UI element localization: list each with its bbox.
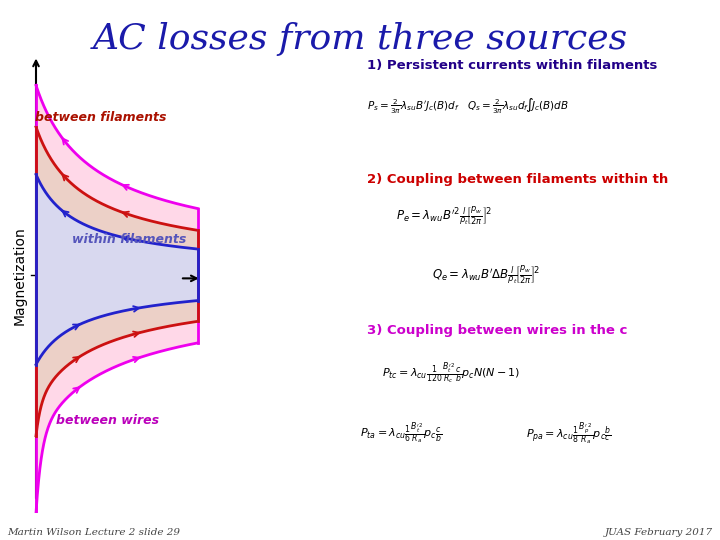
Text: $P_e=\lambda_{wu}B'^2\frac{l}{\rho_t}\!\left[\frac{p_w}{2\pi}\right]^{\!2}$: $P_e=\lambda_{wu}B'^2\frac{l}{\rho_t}\!\… [396,205,492,227]
Text: within filaments: within filaments [72,233,186,246]
Text: AC losses from three sources: AC losses from three sources [92,22,628,56]
Text: $P_{tc}=\lambda_{cu}\frac{1}{120}\frac{B_t'^2}{R_c}\frac{c}{b}p_c N(N-1)$: $P_{tc}=\lambda_{cu}\frac{1}{120}\frac{B… [382,362,520,386]
Text: between wires: between wires [56,414,160,427]
Text: Magnetization: Magnetization [13,226,27,325]
Text: $P_s=\frac{2}{3\pi}\lambda_{su}B'J_c(B)d_f$   $Q_s=\frac{2}{3\pi}\lambda_{su}d_f: $P_s=\frac{2}{3\pi}\lambda_{su}B'J_c(B)d… [367,97,569,116]
Text: $Q_e=\lambda_{wu}B'\Delta B\frac{l}{\rho_t}\!\left[\frac{p_w}{2\pi}\right]^{\!2}: $Q_e=\lambda_{wu}B'\Delta B\frac{l}{\rho… [432,265,540,286]
Text: $P_{pa}=\lambda_{cu}\frac{1}{8}\frac{B_p'^2}{R_a}p_c\frac{b}{c}$: $P_{pa}=\lambda_{cu}\frac{1}{8}\frac{B_p… [526,421,611,445]
Text: $P_{ta}=\lambda_{cu}\frac{1}{6}\frac{B_t'^2}{R_a}p_c\frac{c}{b}$: $P_{ta}=\lambda_{cu}\frac{1}{6}\frac{B_t… [360,421,442,445]
Text: Martin Wilson Lecture 2 slide 29: Martin Wilson Lecture 2 slide 29 [7,528,180,537]
Text: 3) Coupling between wires in the c: 3) Coupling between wires in the c [367,324,628,337]
Text: 1) Persistent currents within filaments: 1) Persistent currents within filaments [367,59,657,72]
Text: 2) Coupling between filaments within th: 2) Coupling between filaments within th [367,173,668,186]
Text: between filaments: between filaments [35,111,166,124]
Text: JUAS February 2017: JUAS February 2017 [605,528,713,537]
